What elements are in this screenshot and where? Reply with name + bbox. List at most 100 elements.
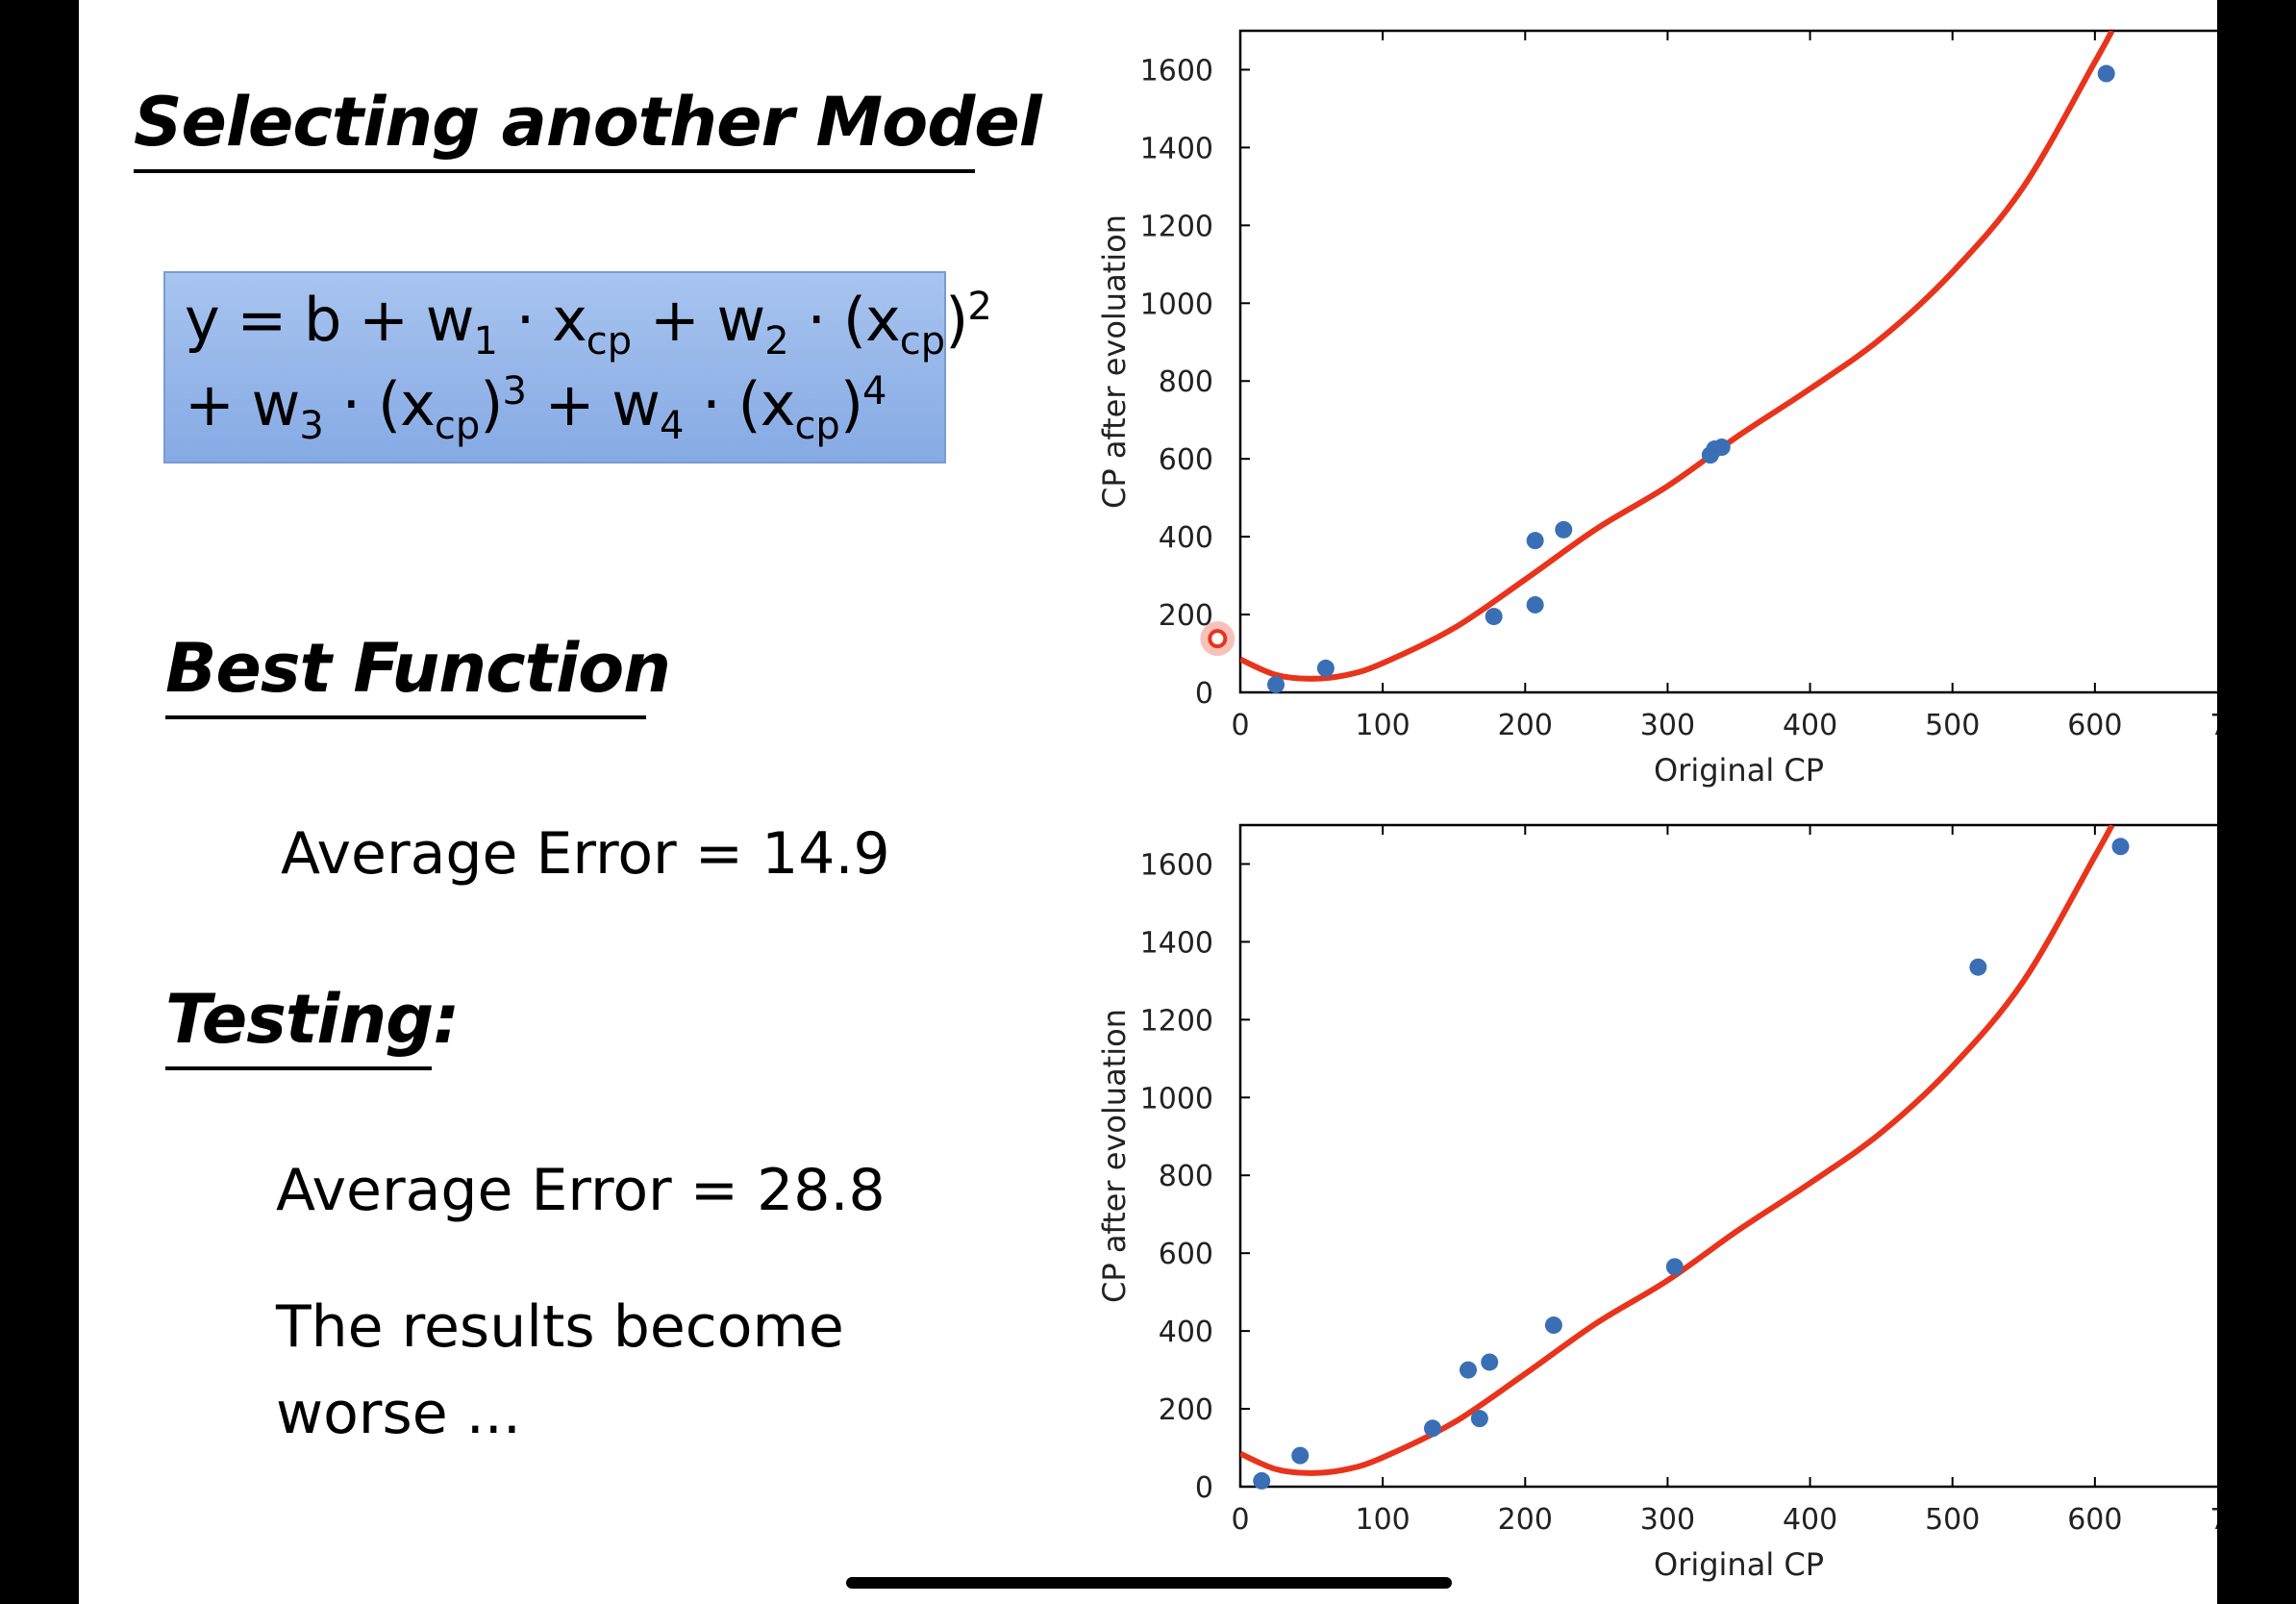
- y-tick-label: 1600: [1140, 54, 1213, 88]
- best-function-underline: [165, 715, 646, 719]
- y-tick-label: 400: [1159, 1316, 1213, 1349]
- data-point: [1470, 1410, 1488, 1428]
- formula-segment-sub: cp: [586, 319, 633, 363]
- x-tick-label: 200: [1498, 709, 1553, 742]
- data-point: [1291, 1446, 1310, 1465]
- data-point: [1267, 675, 1285, 693]
- formula-segment-text: · (x: [684, 369, 795, 439]
- y-tick-label: 1000: [1140, 288, 1213, 321]
- formula-segment-text: · x: [497, 285, 587, 355]
- x-tick-label: 300: [1640, 1503, 1695, 1537]
- best-function-heading: Best Function: [165, 635, 671, 719]
- x-tick-label: 400: [1783, 1503, 1837, 1537]
- formula-segment-text: ): [480, 369, 503, 439]
- formula-line-2: + w3 · (xcp)3 + w4 · (xcp)4: [185, 369, 886, 448]
- formula-segment-sup: 2: [967, 285, 992, 329]
- formula-segment-sub: 3: [299, 404, 324, 448]
- y-tick-label: 200: [1159, 599, 1213, 633]
- y-axis-label: CP after evoluation: [1096, 214, 1133, 509]
- x-tick-label: 500: [1925, 709, 1980, 742]
- formula-segment-text: + w: [632, 285, 765, 355]
- conclusion-line-2: worse ...: [276, 1380, 521, 1447]
- formula-segment-text: · (x: [788, 285, 900, 355]
- fitted-curve: [1240, 825, 2115, 1476]
- y-tick-label: 1200: [1140, 210, 1213, 243]
- x-tick-label: 700: [2209, 1503, 2217, 1537]
- data-point: [2111, 838, 2130, 856]
- fitted-curve: [1240, 31, 2115, 682]
- data-point: [1969, 958, 1987, 976]
- x-tick-label: 600: [2067, 1503, 2122, 1537]
- testing-error: Average Error = 28.8: [276, 1157, 886, 1224]
- data-point: [1423, 1419, 1441, 1438]
- data-point: [1316, 659, 1335, 677]
- y-tick-label: 1400: [1140, 132, 1213, 165]
- testing-underline: [165, 1066, 432, 1070]
- y-tick-label: 1400: [1140, 926, 1213, 960]
- formula-segment-sub: 2: [764, 319, 789, 363]
- x-tick-label: 0: [1231, 1503, 1249, 1537]
- data-point: [1526, 532, 1544, 550]
- y-tick-label: 1200: [1140, 1004, 1213, 1038]
- conclusion-line-1: The results become: [276, 1293, 844, 1361]
- home-indicator[interactable]: [846, 1577, 1452, 1589]
- formula-segment-text: · (x: [323, 369, 436, 439]
- y-tick-label: 1000: [1140, 1082, 1213, 1115]
- data-point: [2097, 64, 2115, 83]
- x-tick-label: 100: [1356, 709, 1410, 742]
- x-axis-label: Original CP: [1654, 1546, 1824, 1583]
- x-tick-label: 200: [1498, 1503, 1553, 1537]
- formula-segment-sub: 4: [659, 404, 685, 448]
- slide-title-text: Selecting another Model: [134, 83, 1042, 162]
- x-tick-label: 300: [1640, 709, 1695, 742]
- y-tick-label: 400: [1159, 521, 1213, 555]
- data-point: [1555, 520, 1573, 539]
- plot-frame: [1238, 29, 2217, 694]
- formula-box: y = b + w1 · xcp + w2 · (xcp)2 + w3 · (x…: [163, 271, 992, 464]
- y-tick-label: 600: [1159, 1238, 1213, 1271]
- data-point: [1253, 1471, 1271, 1490]
- plot-frame: [1238, 823, 2217, 1489]
- training-chart: 0 100 200 300 400 500 600 700 0 200 400 600 800 1000 1…: [1096, 29, 2217, 789]
- y-tick-label: 1600: [1140, 848, 1213, 882]
- y-tick-label: 800: [1159, 1160, 1213, 1193]
- y-tick-label: 0: [1195, 1471, 1213, 1505]
- formula-segment-sup: 4: [862, 369, 887, 414]
- x-tick-label: 100: [1356, 1503, 1410, 1537]
- data-point: [1665, 1258, 1684, 1276]
- x-tick-label: 700: [2209, 709, 2217, 742]
- data-point: [1481, 1353, 1499, 1371]
- formula-segment-sub: 1: [473, 319, 498, 363]
- slide: Selecting another Model y = b + w1 · xcp…: [79, 0, 2217, 1604]
- data-point: [1526, 595, 1544, 614]
- data-point: [1460, 1361, 1478, 1379]
- cursor-marker: [1208, 629, 1228, 649]
- data-point: [1712, 439, 1731, 457]
- training-error: Average Error = 14.9: [281, 820, 890, 888]
- formula-segment-sub: cp: [434, 404, 481, 448]
- formula-segment-text: ): [839, 369, 863, 439]
- formula-segment-text: + w: [526, 369, 661, 439]
- data-point: [1485, 608, 1503, 626]
- formula-segment-sup: 3: [502, 369, 527, 414]
- y-tick-label: 200: [1159, 1393, 1213, 1427]
- y-axis-label: CP after evoluation: [1096, 1009, 1133, 1303]
- best-function-heading-text: Best Function: [165, 629, 671, 708]
- y-tick-label: 0: [1195, 677, 1213, 711]
- formula-segment-sub: cp: [794, 404, 840, 448]
- formula-segment-text: + w: [185, 369, 300, 439]
- x-axis-label: Original CP: [1654, 752, 1824, 789]
- formula-segment-text: y = b + w: [185, 285, 474, 355]
- formula-segment-sub: cp: [899, 319, 946, 363]
- y-tick-label: 800: [1159, 365, 1213, 399]
- y-tick-label: 600: [1159, 443, 1213, 477]
- formula-line-1: y = b + w1 · xcp + w2 · (xcp)2: [185, 285, 992, 363]
- x-tick-label: 500: [1925, 1503, 1980, 1537]
- testing-heading: Testing:: [165, 986, 460, 1070]
- title-underline: [134, 169, 975, 173]
- formula-segment-text: ): [945, 285, 968, 355]
- testing-heading-text: Testing:: [165, 980, 460, 1059]
- testing-chart: 0 100 200 300 400 500 600 700 0 200 400 600 800 1000 1…: [1096, 823, 2217, 1583]
- x-tick-label: 400: [1783, 709, 1837, 742]
- slide-title: Selecting another Model: [134, 88, 1042, 173]
